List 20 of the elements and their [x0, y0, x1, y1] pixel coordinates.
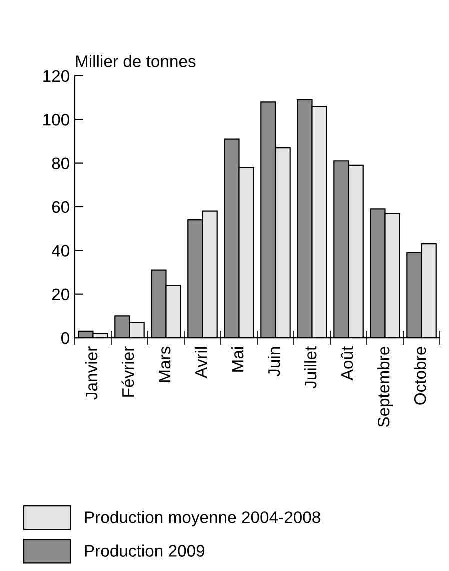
y-axis-title: Millier de tonnes: [76, 55, 196, 68]
x-tick-label: Octobre: [414, 347, 426, 405]
x-tick-label: Février: [122, 346, 134, 397]
y-tick-label: 60: [52, 201, 70, 214]
y-tick-label: 100: [44, 114, 70, 126]
legend-label: Production moyenne 2004-2008: [85, 511, 320, 527]
x-tick-label: Mars: [159, 346, 171, 382]
x-tick-label: Août: [340, 346, 354, 381]
x-tick-label: Mai: [231, 347, 244, 372]
x-tick-label: Juillet: [304, 346, 317, 389]
x-tick-label: Septembre: [377, 347, 394, 428]
y-tick-label: 0: [62, 332, 70, 344]
y-tick-label: 120: [44, 70, 70, 82]
legend-label: Production 2009: [85, 544, 205, 557]
x-tick-label: Janvier: [85, 346, 98, 400]
x-tick-label: Avril: [194, 347, 208, 378]
x-tick-label: Juin: [268, 347, 280, 377]
y-tick-label: 20: [52, 288, 70, 301]
y-tick-label: 80: [52, 158, 70, 170]
y-tick-label: 40: [52, 245, 70, 257]
